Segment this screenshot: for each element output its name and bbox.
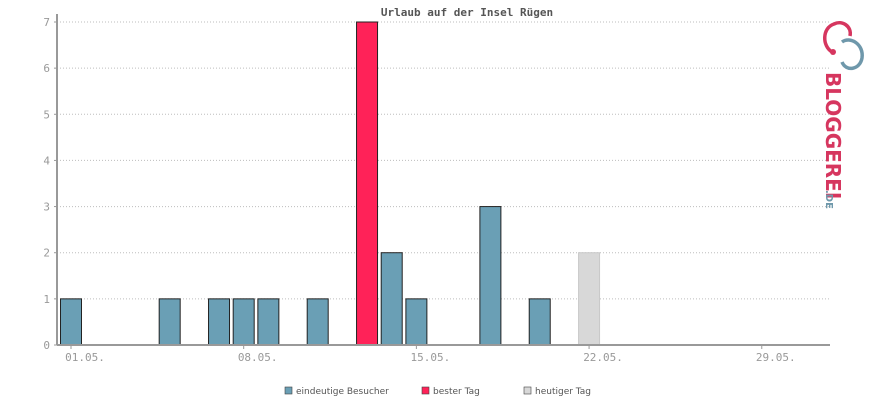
bar [60, 298, 82, 346]
y-tick-label: 3 [43, 201, 50, 214]
logo-icon [823, 21, 864, 71]
bar [405, 298, 428, 346]
legend-item: bester Tag [421, 386, 480, 397]
x-tick-label: 01.05. [65, 351, 105, 364]
legend-item: eindeutige Besucher [284, 386, 389, 397]
legend-label: eindeutige Besucher [296, 387, 389, 397]
bar [232, 298, 255, 346]
bar [479, 206, 502, 346]
y-tick-label: 4 [43, 154, 50, 167]
legend-item: heutiger Tag [523, 386, 591, 397]
bar [578, 252, 601, 346]
legend-label: bester Tag [433, 387, 480, 397]
bar [208, 298, 231, 346]
y-tick-label: 2 [43, 247, 50, 260]
logo-suffix: .DE [823, 190, 834, 209]
bar [306, 298, 329, 346]
y-tick-label: 5 [43, 108, 50, 121]
y-tick-label: 6 [43, 62, 50, 75]
y-tick-label: 0 [43, 339, 50, 352]
x-axis: 01.05. 08.05. 15.05. 22.05. 29.05. [65, 345, 796, 364]
legend-swatch [284, 386, 293, 395]
bar [380, 252, 403, 346]
bars [60, 21, 601, 346]
chart-title: Urlaub auf der Insel Rügen [381, 6, 553, 19]
bar [528, 298, 551, 346]
bar [257, 298, 280, 346]
logo-text: BLOGGEREI [821, 72, 845, 199]
legend-label: heutiger Tag [535, 387, 591, 397]
axes [56, 14, 830, 346]
x-tick-label: 22.05. [583, 351, 623, 364]
legend-swatch [523, 386, 532, 395]
bar [158, 298, 181, 346]
bar [356, 21, 379, 346]
y-tick-label: 7 [43, 16, 50, 29]
y-axis: 0 1 2 3 4 5 6 7 [43, 16, 57, 352]
bloggerei-logo[interactable]: BLOGGEREI .DE [821, 21, 864, 209]
legend: eindeutige Besucher bester Tag heutiger Ta… [284, 386, 591, 397]
y-tick-label: 1 [43, 293, 50, 306]
x-tick-label: 08.05. [238, 351, 278, 364]
x-tick-label: 29.05. [756, 351, 796, 364]
grid [57, 21, 830, 300]
x-tick-label: 15.05. [411, 351, 451, 364]
legend-swatch [421, 386, 430, 395]
